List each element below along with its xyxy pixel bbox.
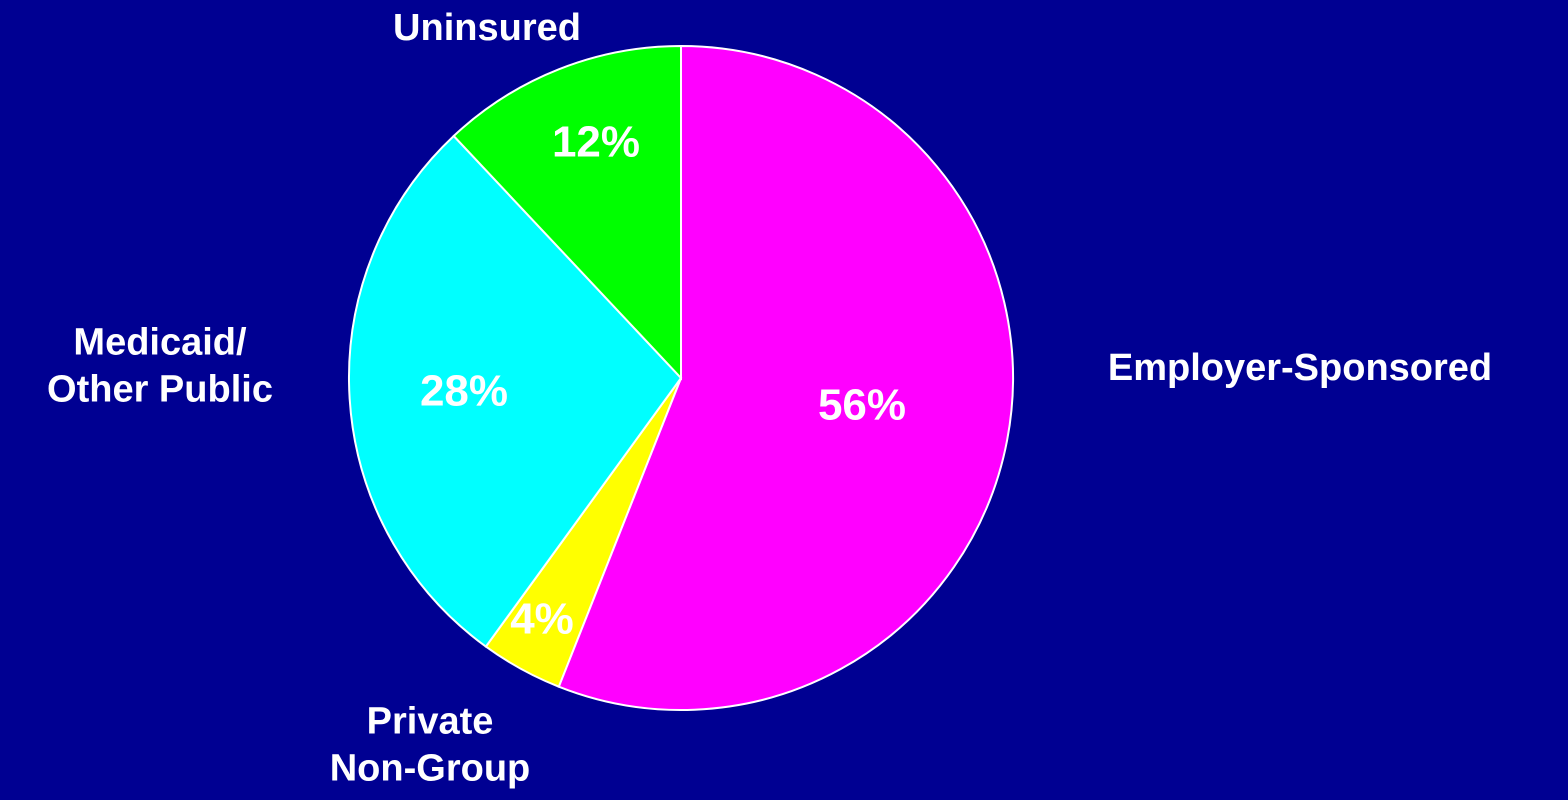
value-label: 56% xyxy=(818,381,906,430)
category-label: Private Non-Group xyxy=(330,701,531,790)
pie-slice xyxy=(452,44,682,381)
value-label: 12% xyxy=(552,118,640,167)
category-label: Uninsured xyxy=(393,7,581,49)
value-label: 28% xyxy=(420,367,508,416)
value-label: 4% xyxy=(510,595,574,644)
pie-slice xyxy=(557,44,1014,711)
category-label: Medicaid/Other Public xyxy=(47,322,273,411)
pie-slice xyxy=(348,134,683,648)
category-label: Employer-Sponsored xyxy=(1108,347,1492,389)
